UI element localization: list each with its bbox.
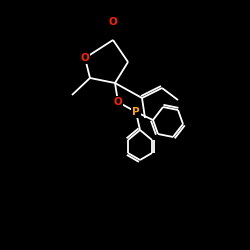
Text: P: P <box>132 107 140 117</box>
Text: O: O <box>114 97 122 107</box>
Text: O: O <box>108 17 118 27</box>
Text: O: O <box>80 53 90 63</box>
